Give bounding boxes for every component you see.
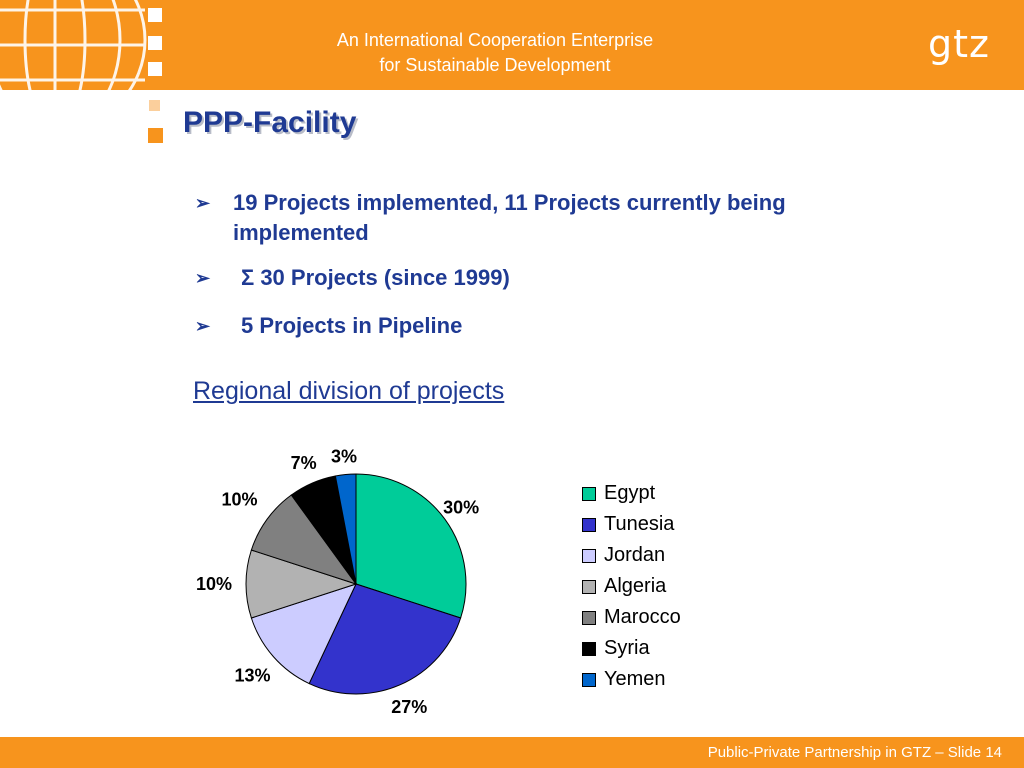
header-bar: An International Cooperation Enterprise …	[0, 0, 1024, 90]
pie-label-syria: 7%	[291, 453, 317, 473]
legend-swatch	[582, 579, 596, 594]
pie-slice-jordan	[250, 583, 357, 685]
footer-text: Public-Private Partnership in GTZ – Slid…	[707, 744, 1002, 761]
legend-item-syria: Syria	[582, 633, 681, 664]
legend-swatch	[582, 610, 596, 625]
bullet-item: ➢ 5 Projects in Pipeline	[195, 311, 915, 341]
pie-slice-yemen	[334, 473, 357, 585]
bullet-arrow-icon: ➢	[195, 193, 211, 213]
legend-label: Tunesia	[604, 513, 675, 535]
bullet-arrow-icon: ➢	[195, 316, 211, 336]
legend-swatch	[582, 641, 596, 656]
header-tagline: An International Cooperation Enterprise …	[300, 28, 690, 78]
pie-chart: 30% 27% 13% 10% 10% 7% 3%	[196, 447, 479, 717]
legend-item-egypt: Egypt	[582, 478, 681, 509]
pie-label-jordan: 13%	[234, 665, 270, 685]
legend-swatch	[582, 548, 596, 563]
bullet-item: ➢ 19 Projects implemented, 11 Projects c…	[195, 188, 915, 248]
slide-title: PPP-Facility	[183, 106, 357, 139]
pie-label-yemen: 3%	[331, 447, 357, 467]
chart-subtitle: Regional division of projects	[193, 377, 505, 405]
chart-legend: Egypt Tunesia Jordan Algeria Marocco Syria Yem…	[582, 478, 681, 695]
footer-bar: Public-Private Partnership in GTZ – Slid…	[0, 737, 1024, 768]
legend-label: Jordan	[604, 544, 666, 566]
legend-item-marocco: Marocco	[582, 602, 681, 633]
legend-swatch	[582, 486, 596, 501]
bullet-list: ➢ 19 Projects implemented, 11 Projects c…	[195, 188, 915, 341]
pie-slice-egypt	[355, 473, 467, 619]
legend-label: Algeria	[604, 575, 667, 597]
pie-label-marocco: 10%	[221, 489, 257, 509]
legend-item-yemen: Yemen	[582, 664, 681, 695]
legend-label: Egypt	[604, 482, 656, 504]
bullet-text: 5 Projects in Pipeline	[241, 313, 463, 338]
legend-label: Syria	[604, 637, 650, 659]
legend-label: Yemen	[604, 668, 666, 690]
tagline-line1: An International Cooperation Enterprise	[336, 30, 654, 50]
bullet-text: 19 Projects implemented, 11 Projects cur…	[233, 190, 786, 245]
globe-icon	[0, 0, 147, 90]
legend-swatch	[582, 672, 596, 687]
legend-item-tunesia: Tunesia	[582, 509, 681, 540]
bullet-arrow-icon: ➢	[195, 268, 211, 288]
bullet-text: Σ 30 Projects (since 1999)	[241, 265, 510, 290]
legend-swatch	[582, 517, 596, 532]
legend-item-algeria: Algeria	[582, 571, 681, 602]
pie-label-egypt: 30%	[443, 498, 479, 518]
decorative-squares	[148, 8, 163, 143]
bullet-item: ➢ Σ 30 Projects (since 1999)	[195, 263, 915, 293]
pie-label-algeria: 10%	[196, 574, 232, 594]
gtz-logo: gtz	[928, 22, 990, 66]
legend-item-jordan: Jordan	[582, 540, 681, 571]
legend-label: Marocco	[604, 606, 681, 628]
tagline-line2: for Sustainable Development	[379, 55, 611, 75]
pie-slice-tunesia	[308, 583, 462, 695]
pie-label-tunesia: 27%	[391, 697, 427, 717]
